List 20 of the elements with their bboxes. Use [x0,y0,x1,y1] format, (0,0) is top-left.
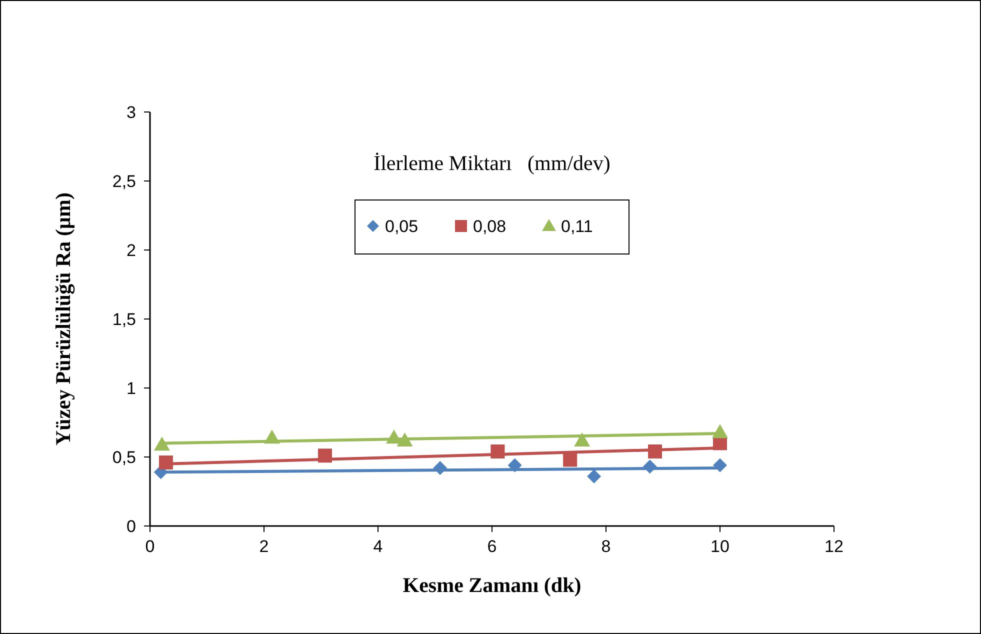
legend-title: İlerleme Miktarı (mm/dev) [374,151,610,175]
x-tick-label: 10 [710,537,730,556]
y-axis-title: Yüzey Pürüzlülüğü Ra (µm) [51,192,75,446]
x-tick-label: 12 [824,537,844,556]
x-tick-label: 8 [601,537,611,556]
y-tick-label: 2 [126,241,136,260]
y-tick-label: 1,5 [112,310,136,329]
legend-label: 0,11 [561,217,593,236]
x-axis-title: Kesme Zamanı (dk) [402,573,582,597]
x-tick-label: 6 [487,537,497,556]
x-tick-label: 4 [373,537,383,556]
y-tick-label: 3 [126,103,136,122]
legend-label: 0,05 [385,217,418,236]
y-tick-label: 1 [126,379,136,398]
y-tick-label: 2,5 [112,172,136,191]
y-tick-label: 0 [126,517,136,536]
legend-label: 0,08 [473,217,506,236]
x-tick-label: 0 [145,537,155,556]
x-tick-label: 2 [259,537,269,556]
y-tick-label: 0,5 [112,448,136,467]
